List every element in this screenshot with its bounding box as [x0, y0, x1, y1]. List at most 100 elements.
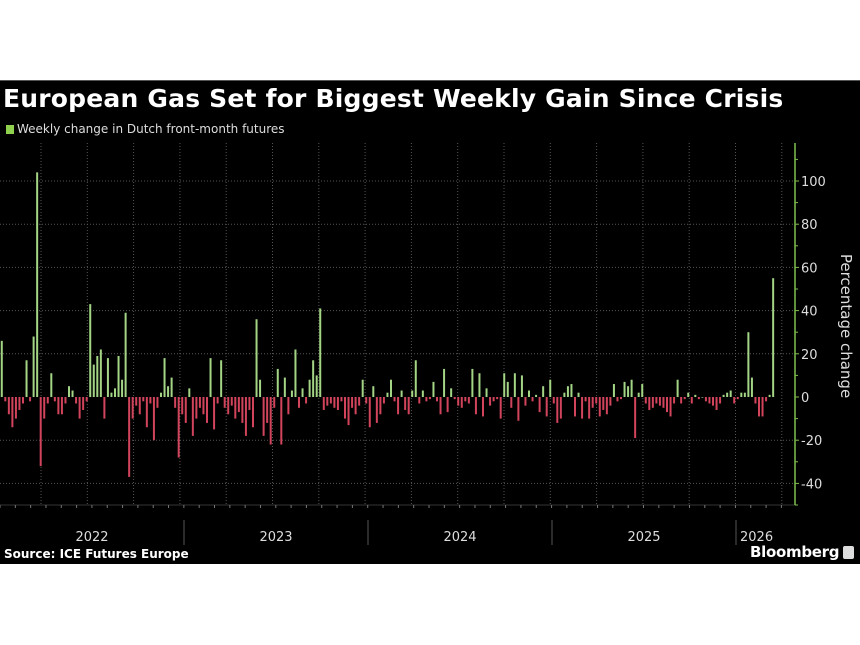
bar	[641, 384, 644, 397]
bar	[651, 397, 654, 408]
bar	[4, 397, 7, 402]
bar	[206, 397, 208, 423]
bar	[552, 397, 555, 404]
bar	[407, 397, 410, 415]
bar	[627, 386, 630, 397]
bar	[577, 392, 580, 397]
bar	[57, 397, 60, 415]
bar	[195, 397, 198, 419]
bar	[414, 360, 417, 397]
bar	[697, 397, 700, 400]
bar	[312, 360, 315, 397]
bar	[690, 397, 693, 404]
bar	[446, 397, 449, 413]
bar	[259, 379, 262, 397]
bar	[524, 397, 527, 406]
bar	[262, 397, 265, 436]
bar	[68, 386, 70, 397]
legend-label: Weekly change in Dutch front-month futur…	[17, 122, 285, 136]
bar	[676, 379, 679, 397]
bar	[160, 392, 162, 397]
bar	[772, 278, 775, 397]
bar	[213, 397, 216, 430]
bar	[0, 340, 3, 397]
bar	[106, 358, 109, 397]
bar	[722, 394, 725, 397]
bar	[305, 397, 308, 404]
bar	[595, 397, 598, 404]
bar	[78, 397, 81, 419]
bar	[103, 397, 106, 419]
bar	[471, 368, 474, 397]
bar	[39, 397, 42, 467]
bar	[18, 397, 21, 410]
bar	[397, 397, 400, 415]
bar	[673, 397, 676, 404]
bar	[411, 390, 414, 397]
bar	[124, 312, 127, 397]
bar	[666, 397, 668, 413]
bar	[216, 397, 219, 404]
bar	[50, 373, 53, 397]
bar	[237, 397, 240, 413]
bar	[308, 379, 311, 397]
bar	[234, 397, 237, 419]
bar	[588, 397, 591, 419]
bar	[114, 388, 116, 397]
bar	[687, 392, 690, 397]
bar	[25, 360, 28, 397]
bar	[252, 397, 254, 428]
bar	[648, 397, 651, 410]
bar	[135, 397, 138, 406]
bar	[474, 397, 477, 415]
y-tick-label: 20	[801, 348, 818, 363]
bar	[361, 379, 364, 397]
bar	[46, 397, 49, 404]
bar	[241, 397, 244, 423]
bar	[368, 397, 371, 428]
bar	[167, 386, 170, 397]
x-tick-label-year: 2025	[627, 530, 660, 545]
bar	[379, 397, 382, 415]
bar	[719, 397, 722, 404]
bar	[149, 397, 152, 404]
bar	[22, 397, 24, 404]
bar	[450, 388, 453, 397]
bar	[570, 384, 573, 397]
legend-swatch	[6, 124, 14, 134]
bar	[128, 397, 131, 477]
y-tick-label: -20	[801, 434, 822, 449]
bar-chart: 2022 2023 2024 2025 2026 100 80 60 40 20 0 -20 -40 Pe…	[0, 143, 855, 545]
legend: Weekly change in Dutch front-month futur…	[6, 122, 285, 136]
bar	[704, 397, 707, 402]
bar	[227, 397, 230, 415]
bar	[191, 397, 194, 436]
bar	[708, 397, 711, 404]
bar	[566, 386, 569, 397]
bar	[584, 397, 587, 402]
bar	[605, 397, 608, 415]
bar	[574, 397, 576, 417]
bar	[439, 397, 442, 415]
chart-title: European Gas Set for Biggest Weekly Gain…	[3, 84, 784, 113]
bar	[85, 397, 88, 402]
bar	[545, 397, 548, 417]
bar	[754, 397, 757, 404]
bar	[694, 394, 697, 397]
bar	[43, 397, 46, 419]
source-note: Source: ICE Futures Europe	[4, 547, 189, 561]
bar	[496, 397, 499, 400]
bar	[354, 397, 357, 415]
bar	[92, 364, 95, 397]
bar	[758, 397, 760, 417]
bar	[556, 397, 559, 423]
bar	[669, 397, 672, 417]
bar	[712, 397, 714, 406]
bar	[499, 397, 502, 419]
bar	[421, 390, 424, 397]
bar	[729, 390, 732, 397]
bar	[188, 388, 191, 397]
bar	[506, 381, 509, 397]
bar	[326, 397, 329, 406]
bar	[620, 397, 622, 400]
